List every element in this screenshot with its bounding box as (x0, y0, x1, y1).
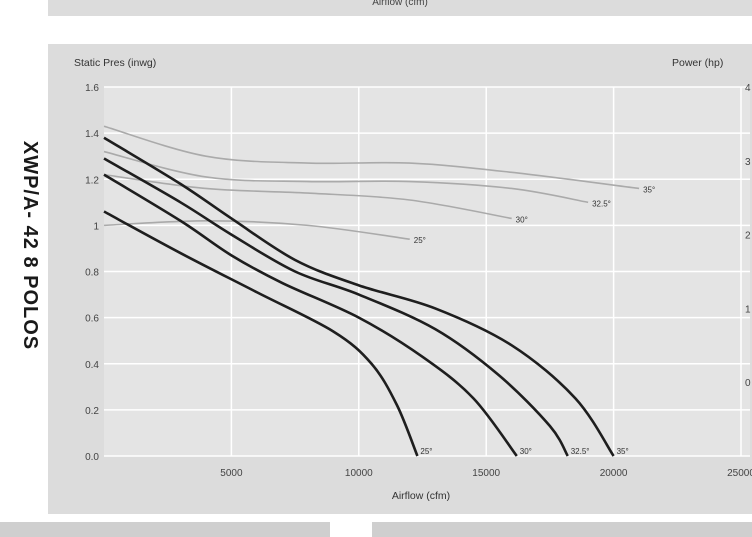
pressure-curve-3 (103, 157, 569, 457)
pressure-curve-label: 35° (617, 447, 629, 456)
y-tick-label: 1.2 (85, 175, 99, 186)
power-curve-4 (103, 125, 640, 190)
y-tick-label: 1.4 (85, 129, 99, 140)
x-tick-label: 5000 (220, 468, 243, 479)
y-axis-title-right: Power (hp) (672, 57, 723, 69)
grid (104, 86, 750, 457)
y-tick-label: 0.6 (85, 314, 99, 325)
y2-tick-label: 1 (745, 304, 751, 315)
pressure-curve-label: 30° (520, 447, 532, 456)
tick-labels: 0.0 0.2 0.4 0.6 0.8 1 1.2 1.4 1.6 5000 10000 15000 2… (85, 83, 752, 479)
x-axis-title: Airflow (cfm) (392, 490, 450, 502)
top-axis-label: Airflow (cfm) (372, 0, 428, 8)
y-tick-label: 0.8 (85, 268, 99, 279)
power-curve-1 (103, 219, 410, 241)
y-tick-label: 1 (93, 221, 99, 232)
bottom-strip-right (372, 522, 752, 537)
power-curve-3 (103, 150, 589, 204)
y2-tick-label: 4 (745, 83, 751, 94)
y-tick-label: 0.4 (85, 360, 99, 371)
y2-tick-label: 2 (745, 231, 751, 242)
power-curve-label: 30° (516, 215, 528, 224)
pressure-curve-2 (103, 173, 518, 457)
y2-tick-label: 0 (745, 378, 751, 389)
x-tick-label: 20000 (600, 468, 628, 479)
power-curve-label: 35° (643, 185, 655, 194)
y-axis-title-left: Static Pres (inwg) (74, 57, 156, 69)
top-strip: Airflow (cfm) (48, 0, 752, 16)
x-tick-label: 10000 (345, 468, 373, 479)
y-tick-label: 0.2 (85, 406, 99, 417)
pressure-curves: 25° 30° 32.5° 35° (103, 136, 629, 457)
power-curve-label: 32.5° (592, 199, 611, 208)
power-curve-label: 25° (414, 236, 426, 245)
y-tick-label: 1.6 (85, 83, 99, 94)
pressure-curve-1 (103, 210, 419, 457)
power-curves: 25° 30° 32.5° 35° (103, 125, 655, 245)
x-tick-label: 15000 (472, 468, 500, 479)
power-curve-2 (103, 173, 512, 220)
y-tick-label: 0.0 (85, 452, 99, 463)
pressure-curve-label: 32.5° (571, 447, 590, 456)
pressure-curve-label: 25° (420, 447, 432, 456)
bottom-strip-left (0, 522, 330, 537)
pressure-curve-4 (103, 136, 615, 457)
y2-tick-label: 3 (745, 157, 751, 168)
